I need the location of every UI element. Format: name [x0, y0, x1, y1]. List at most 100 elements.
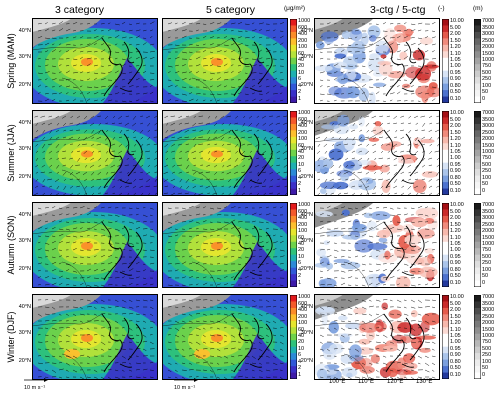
wind-scale-label-2: 10 m s⁻¹	[174, 385, 196, 391]
elev-colorbar-2	[474, 203, 481, 287]
unit-elevation: (m)	[473, 5, 483, 12]
conc-tick-0-7: 20	[298, 63, 305, 70]
map-panel-1-2	[162, 202, 288, 288]
map-panel-2-1	[314, 110, 440, 196]
lat-label-0-2-2: 20°N	[18, 266, 31, 272]
lat-label-0-2-0: 40°N	[18, 212, 31, 218]
conc-colorbar-0	[290, 19, 297, 103]
lat-label-0-2-1: 30°N	[18, 238, 31, 244]
elev-tick-2-9: 250	[482, 260, 492, 267]
elev-tick-1-8: 500	[482, 161, 492, 168]
elev-tick-3-9: 250	[482, 352, 492, 359]
col-title-3-category: 3 category	[55, 4, 105, 16]
ratio-tick-1-10: 0.80	[450, 174, 461, 181]
lon-label-100: 100°E	[329, 379, 346, 385]
lat-label-0-0-2: 20°N	[18, 82, 31, 88]
ratio-tick-0-3: 1.50	[450, 37, 461, 44]
ratio-tick-0-8: 0.95	[450, 69, 461, 76]
lat-label-0-1-0: 40°N	[18, 120, 31, 126]
ratio-tick-3-10: 0.80	[450, 358, 461, 365]
conc-tick-1-0: 1000	[298, 110, 311, 117]
conc-tick-0-8: 10	[298, 69, 305, 76]
elev-tick-0-10: 100	[482, 82, 492, 89]
ratio-tick-3-7: 1.00	[450, 339, 461, 346]
conc-tick-1-7: 20	[298, 155, 305, 162]
elev-tick-2-2: 3000	[482, 215, 495, 222]
ratio-tick-1-12: 0.10	[450, 187, 461, 194]
conc-tick-3-5: 60	[298, 326, 305, 333]
ratio-tick-0-7: 1.00	[450, 63, 461, 70]
ratio-tick-3-4: 1.20	[450, 320, 461, 327]
elev-tick-1-10: 100	[482, 174, 492, 181]
elev-tick-0-11: 50	[482, 89, 489, 96]
lon-label-120: 120°E	[387, 379, 404, 385]
conc-tick-1-6: 40	[298, 149, 305, 155]
unit-concentration: (μg/m²)	[284, 5, 306, 12]
ratio-tick-0-10: 0.80	[450, 82, 461, 89]
elev-tick-3-0: 7000	[482, 294, 495, 301]
elev-tick-1-9: 250	[482, 168, 492, 175]
row-label-winter: Winter (DJF)	[6, 311, 16, 363]
ratio-tick-3-11: 0.50	[450, 365, 461, 372]
conc-tick-0-0: 1000	[298, 18, 311, 25]
elev-tick-2-7: 750	[482, 247, 492, 254]
elev-tick-2-3: 2500	[482, 221, 495, 228]
lat-label-2-0-0: 40°N	[300, 28, 313, 34]
ratio-tick-2-2: 2.00	[450, 215, 461, 222]
elev-colorbar-0	[474, 19, 481, 103]
elev-tick-2-0: 7000	[482, 202, 495, 209]
conc-tick-1-9: 6	[298, 168, 302, 175]
ratio-tick-2-6: 1.05	[450, 241, 461, 247]
conc-tick-0-3: 200	[298, 37, 308, 44]
lat-label-0-3-0: 40°N	[18, 304, 31, 310]
conc-tick-0-2: 400	[298, 31, 308, 38]
ratio-tick-1-0: 10.00	[450, 110, 464, 117]
elev-tick-2-5: 1500	[482, 234, 495, 241]
wind-scale-label-1: 10 m s⁻¹	[24, 385, 46, 391]
elev-tick-1-6: 1000	[482, 149, 495, 155]
ratio-tick-2-12: 0.10	[450, 279, 461, 286]
row-label-summer: Summer (JJA)	[6, 124, 16, 182]
col-title-5-category: 5 category	[206, 4, 256, 16]
lat-label-0-1-2: 20°N	[18, 174, 31, 180]
lat-label-2-2-0: 40°N	[300, 212, 313, 218]
conc-tick-3-11: 2	[298, 365, 302, 372]
ratio-tick-3-5: 1.10	[450, 326, 461, 333]
conc-tick-2-3: 200	[298, 221, 308, 228]
ratio-tick-2-11: 0.50	[450, 273, 461, 280]
ratio-colorbar-0	[442, 19, 449, 103]
ratio-tick-2-10: 0.80	[450, 266, 461, 273]
elev-tick-1-3: 2500	[482, 129, 495, 136]
conc-tick-1-4: 100	[298, 136, 308, 143]
conc-tick-2-4: 100	[298, 228, 308, 235]
conc-tick-1-3: 200	[298, 129, 308, 136]
conc-tick-0-4: 100	[298, 44, 308, 51]
elev-tick-2-11: 50	[482, 273, 489, 280]
ratio-tick-0-11: 0.50	[450, 89, 461, 96]
ratio-tick-1-9: 0.90	[450, 168, 461, 175]
elev-tick-3-1: 3500	[482, 300, 495, 307]
elev-tick-1-7: 750	[482, 155, 492, 162]
elev-tick-3-10: 100	[482, 358, 492, 365]
ratio-colorbar-2	[442, 203, 449, 287]
elev-tick-0-6: 1000	[482, 57, 495, 63]
conc-tick-3-10: 4	[298, 358, 302, 365]
conc-tick-3-9: 6	[298, 352, 302, 359]
elev-tick-1-2: 3000	[482, 123, 495, 130]
conc-tick-3-4: 100	[298, 320, 308, 327]
conc-tick-2-7: 20	[298, 247, 305, 254]
ratio-tick-0-2: 2.00	[450, 31, 461, 38]
elev-colorbar-1	[474, 111, 481, 195]
map-panel-1-1	[162, 110, 288, 196]
conc-tick-1-10: 4	[298, 174, 302, 181]
conc-tick-0-11: 2	[298, 89, 302, 96]
elev-tick-3-6: 1000	[482, 333, 495, 339]
ratio-tick-3-3: 1.50	[450, 313, 461, 320]
ratio-tick-3-6: 1.05	[450, 333, 461, 339]
elev-tick-3-2: 3000	[482, 307, 495, 314]
elev-tick-3-4: 2000	[482, 320, 495, 327]
elev-tick-3-3: 2500	[482, 313, 495, 320]
conc-tick-2-0: 1000	[298, 202, 311, 209]
lat-label-2-3-2: 20°N	[300, 358, 313, 364]
ratio-tick-0-12: 0.10	[450, 95, 461, 102]
